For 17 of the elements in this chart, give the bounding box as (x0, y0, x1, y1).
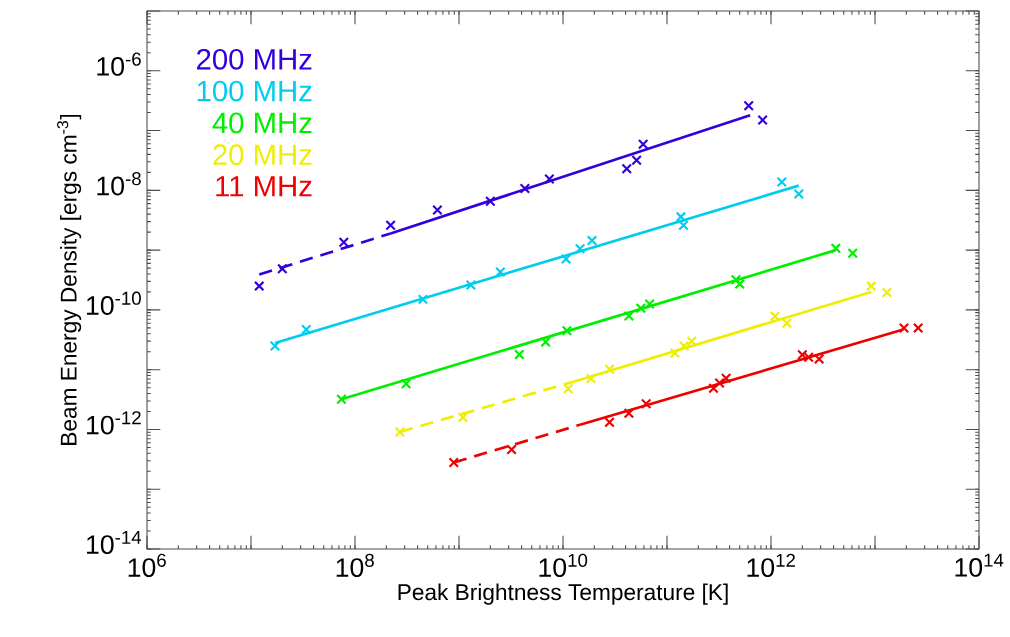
text: 11 MHz (216, 176, 312, 197)
y-tick-label: 10$^{-8}$ (97, 172, 141, 196)
y-tick-label: 10$^{-6}$ (97, 52, 141, 76)
x-tick-label: 10$^{8}$ (336, 553, 374, 578)
x-tick-label: 10$^{6}$ (128, 553, 166, 578)
x-tick-label: 10$^{10}$ (539, 553, 588, 578)
text: 200 MHz (197, 48, 312, 70)
x-axis-title: Peak Brightness Temperature [K] (398, 583, 728, 605)
text: 40 MHz (212, 112, 312, 134)
x-tick-label: 10$^{14}$ (955, 553, 1004, 577)
x-tick-label: 10$^{12}$ (747, 553, 795, 578)
text: 20 MHz (213, 144, 312, 166)
y-tick-label: 10$^{-14}$ (87, 530, 142, 555)
y-tick-label: 10$^{-10}$ (87, 291, 141, 315)
y-tick-label: 10$^{-12}$ (87, 411, 141, 435)
text: 100 MHz (197, 80, 312, 102)
y-axis-title: Beam Energy Density [ergs cm$^{-3}$] (57, 114, 82, 445)
